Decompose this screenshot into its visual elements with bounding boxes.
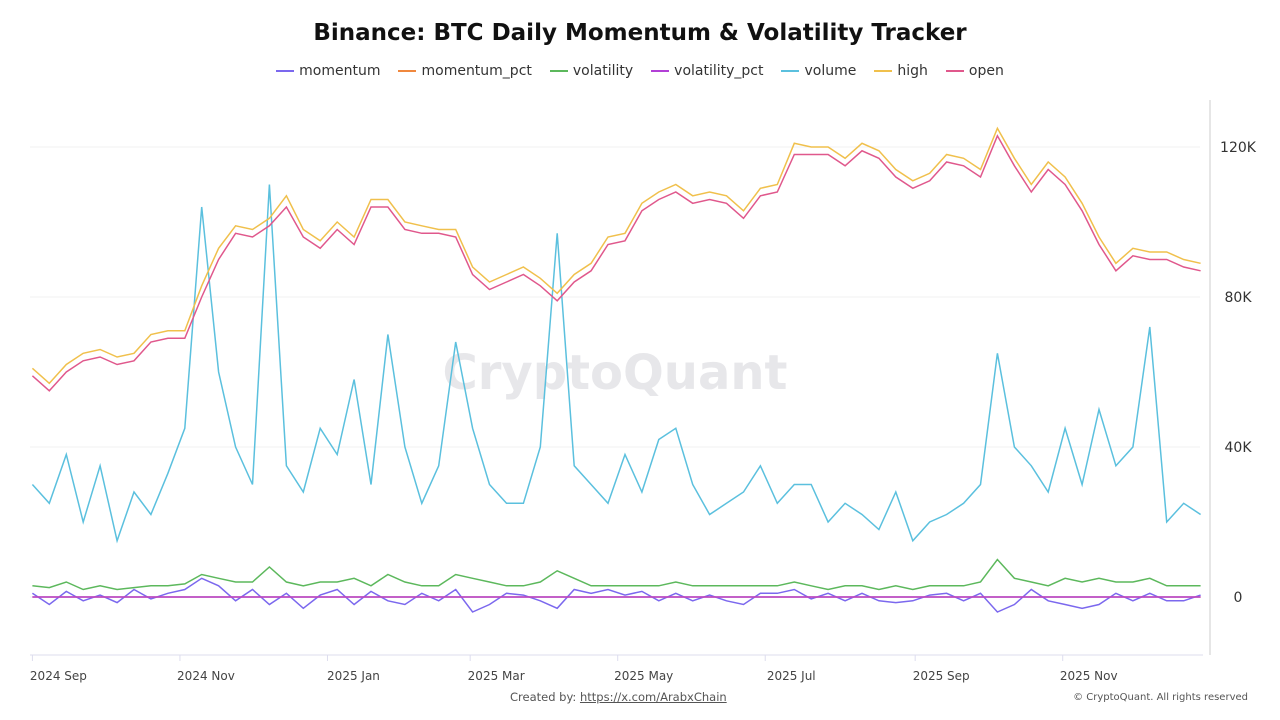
x-tick-label: 2025 May [614, 669, 673, 683]
legend-item-momentum[interactable]: momentum [276, 63, 380, 79]
legend-swatch [549, 70, 568, 72]
legend-label: volatility_pct [674, 63, 764, 79]
copyright: © CryptoQuant. All rights reserved [1073, 692, 1248, 703]
legend-swatch [874, 70, 893, 72]
legend-swatch [276, 70, 295, 72]
created-by-label: Created by: [510, 690, 577, 704]
y-tick-label: 120K [1220, 140, 1257, 156]
y-tick-label: 80K [1225, 290, 1253, 306]
legend-swatch [398, 70, 417, 72]
author-link[interactable]: https://x.com/ArabxChain [579, 690, 727, 704]
chart-title: Binance: BTC Daily Momentum & Volatility… [313, 20, 967, 46]
watermark: CryptoQuant [442, 345, 788, 401]
legend-swatch [781, 70, 800, 72]
x-tick-label: 2025 Jan [327, 669, 380, 683]
legend: momentum momentum_pct volatility volatility… [0, 63, 1280, 79]
x-tick-label: 2025 Sep [913, 669, 970, 683]
legend-item-high[interactable]: high [874, 63, 928, 79]
series-line-volume [31, 184, 1202, 544]
x-tick-label: 2025 Nov [1060, 669, 1118, 683]
footer-created-by: Created by: https://x.com/ArabxChain [510, 690, 727, 704]
legend-label: volume [804, 63, 857, 79]
legend-label: open [968, 63, 1004, 79]
x-tick-label: 2025 Jul [767, 669, 816, 683]
x-tick-label: 2025 Mar [468, 669, 525, 683]
series-line-high [31, 126, 1201, 385]
legend-label: momentum [299, 63, 381, 79]
legend-label: volatility [572, 63, 634, 79]
series-line-momentum [31, 577, 1201, 613]
legend-label: momentum_pct [421, 63, 532, 79]
legend-item-volatility-pct[interactable]: volatility_pct [651, 63, 763, 79]
x-tick-label: 2024 Nov [177, 669, 235, 683]
legend-item-open[interactable]: open [945, 63, 1004, 79]
series-line-volatility [32, 558, 1201, 591]
legend-item-momentum-pct[interactable]: momentum_pct [398, 63, 532, 79]
legend-swatch [945, 70, 964, 72]
legend-item-volatility[interactable]: volatility [549, 63, 634, 79]
x-tick-label: 2024 Sep [30, 669, 87, 683]
series-line-open [31, 134, 1201, 392]
legend-label: high [897, 63, 928, 79]
legend-swatch [651, 70, 670, 72]
y-tick-label: 0 [1234, 590, 1243, 606]
y-tick-label: 40K [1225, 440, 1253, 456]
legend-item-volume[interactable]: volume [781, 63, 856, 79]
